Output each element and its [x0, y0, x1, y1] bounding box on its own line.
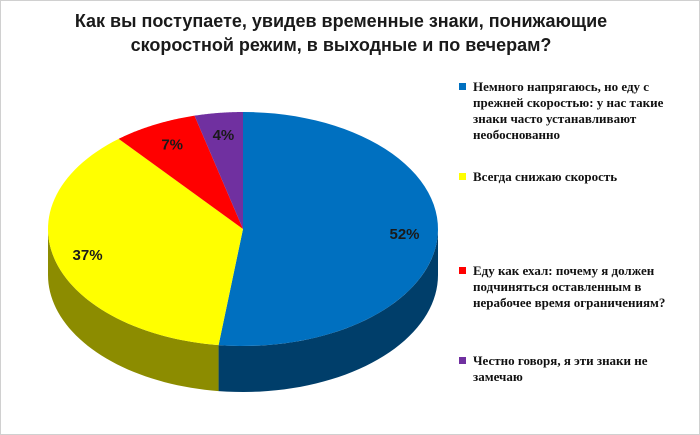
slice — [118, 115, 243, 229]
legend-item: Честно говоря, я эти знаки не замечаю — [459, 353, 694, 385]
value-label: 7% — [161, 137, 183, 154]
slice — [218, 112, 438, 346]
legend-swatch — [459, 83, 466, 90]
legend-item: Всегда снижаю скорость — [459, 169, 694, 185]
legend-swatch — [459, 357, 466, 364]
slice-side — [218, 229, 438, 392]
legend-swatch — [459, 173, 466, 180]
legend-item: Еду как ехал: почему я должен подчинятьс… — [459, 263, 694, 311]
legend-label: Всегда снижаю скорость — [473, 169, 618, 184]
slice — [48, 138, 243, 346]
legend-item: Немного напрягаюсь, но еду с прежней ско… — [459, 79, 694, 143]
legend-label: Честно говоря, я эти знаки не замечаю — [473, 353, 648, 384]
chart-title: Как вы поступаете, увидев временные знак… — [74, 11, 608, 55]
value-label: 37% — [73, 247, 103, 264]
value-label: 52% — [390, 226, 420, 243]
slice-side — [48, 229, 219, 392]
legend-label: Немного напрягаюсь, но еду с прежней ско… — [473, 79, 664, 142]
value-label: 4% — [213, 127, 235, 144]
legend-label: Еду как ехал: почему я должен подчинятьс… — [473, 263, 666, 310]
legend-swatch — [459, 267, 466, 274]
slice — [194, 112, 243, 229]
